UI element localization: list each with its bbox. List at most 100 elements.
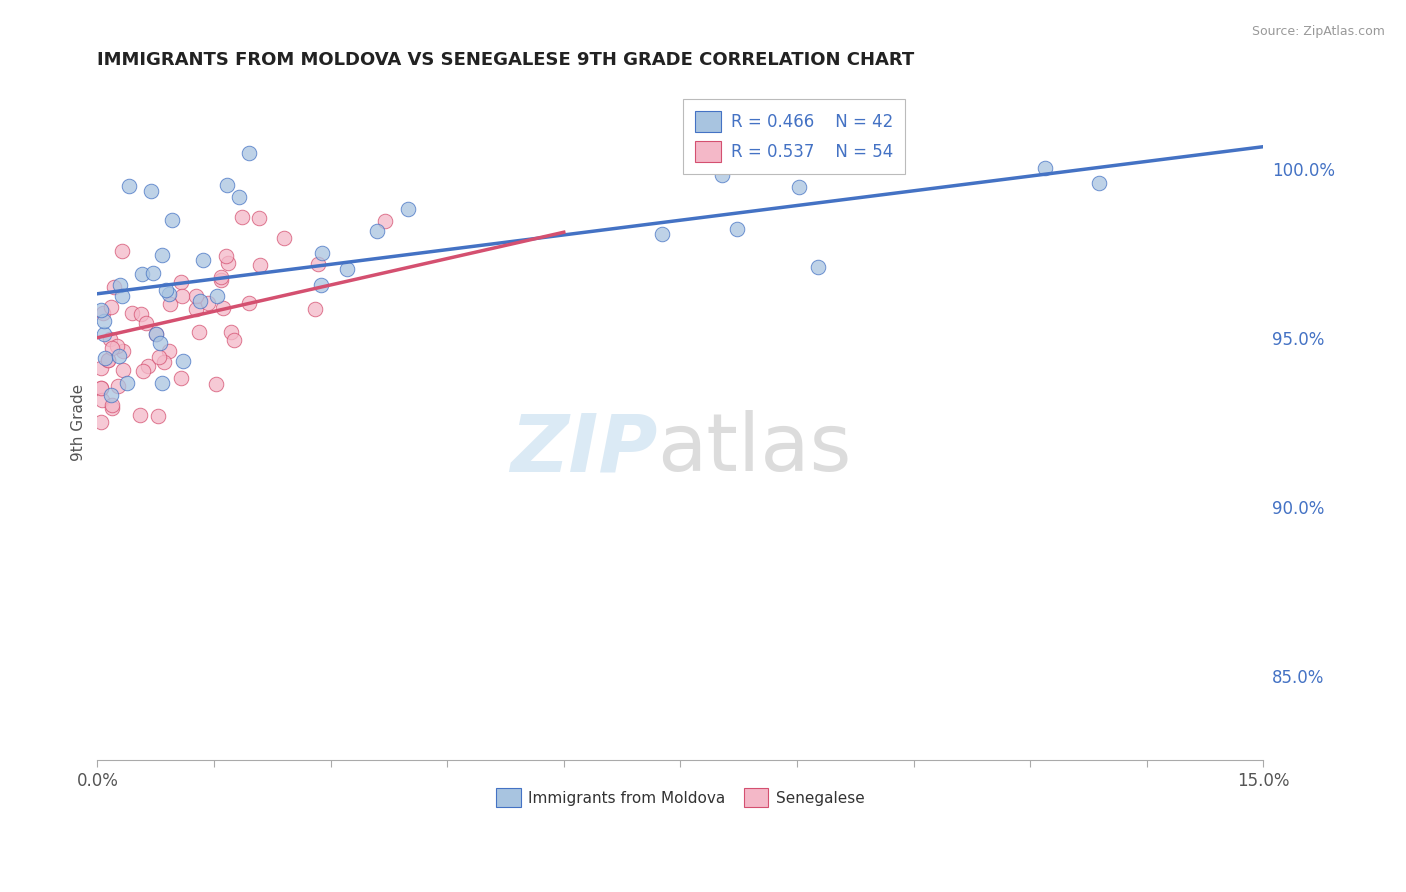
Point (205, 376, 228, 391)
Point (131, 364, 153, 378)
Point (157, 343, 180, 358)
Point (121, 306, 143, 320)
Point (170, 370, 193, 384)
Point (112, 363, 135, 377)
Point (141, 185, 163, 199)
Point (681, 134, 703, 148)
Point (1033, 161, 1056, 176)
Point (172, 353, 194, 368)
Point (94, 351, 117, 365)
Point (190, 294, 212, 309)
Text: atlas: atlas (657, 410, 852, 488)
Point (100, 398, 122, 412)
Point (217, 255, 239, 269)
Point (91, 306, 114, 320)
Point (128, 408, 150, 422)
Point (187, 325, 209, 339)
Point (159, 296, 181, 310)
Point (150, 376, 173, 391)
Point (170, 275, 193, 289)
Point (100, 388, 122, 402)
Point (90, 415, 112, 429)
Point (150, 248, 173, 262)
Point (145, 326, 167, 341)
Point (366, 224, 388, 238)
Point (111, 244, 134, 258)
Point (307, 257, 329, 271)
Point (135, 316, 157, 330)
Point (107, 379, 129, 393)
Point (111, 289, 134, 303)
Point (111, 343, 134, 358)
Point (153, 354, 176, 368)
Point (100, 401, 122, 416)
Point (228, 190, 250, 204)
Point (97, 352, 120, 367)
Point (184, 302, 207, 317)
Point (90, 360, 112, 375)
Point (145, 327, 167, 342)
Point (720, 126, 742, 140)
Point (98, 331, 121, 345)
Point (184, 289, 207, 303)
Legend: Immigrants from Moldova, Senegalese: Immigrants from Moldova, Senegalese (491, 781, 870, 814)
Point (193, 252, 215, 267)
Point (159, 287, 181, 301)
Point (105, 339, 128, 353)
Point (231, 210, 253, 224)
Point (90, 392, 112, 407)
Point (311, 245, 333, 260)
Point (136, 359, 159, 374)
Point (146, 409, 169, 424)
Point (93, 314, 115, 328)
Point (97, 353, 120, 368)
Point (374, 214, 396, 228)
Point (1087, 176, 1109, 190)
Point (249, 211, 271, 226)
Point (396, 202, 419, 216)
Point (214, 249, 236, 263)
Point (807, 260, 830, 274)
Point (142, 266, 165, 280)
Text: ZIP: ZIP (510, 410, 657, 488)
Point (93, 326, 115, 341)
Point (304, 301, 326, 316)
Point (238, 146, 260, 161)
Point (710, 168, 733, 182)
Point (100, 300, 122, 314)
Point (129, 308, 152, 322)
Point (211, 301, 233, 316)
Point (209, 269, 232, 284)
Point (209, 272, 232, 286)
Point (336, 262, 359, 277)
Text: IMMIGRANTS FROM MOLDOVA VS SENEGALESE 9TH GRADE CORRELATION CHART: IMMIGRANTS FROM MOLDOVA VS SENEGALESE 9T… (97, 51, 914, 69)
Point (115, 376, 138, 390)
Point (309, 278, 332, 293)
Point (90, 380, 112, 394)
Y-axis label: 9th Grade: 9th Grade (72, 384, 86, 461)
Point (215, 178, 238, 193)
Point (148, 350, 170, 364)
Point (90, 381, 112, 395)
Point (108, 278, 131, 293)
Point (118, 179, 141, 194)
Point (101, 341, 124, 355)
Point (273, 231, 295, 245)
Point (90, 303, 112, 318)
Point (219, 325, 242, 339)
Point (651, 227, 673, 241)
Point (160, 212, 183, 227)
Text: Source: ZipAtlas.com: Source: ZipAtlas.com (1251, 25, 1385, 38)
Point (787, 180, 810, 194)
Point (882, 111, 904, 125)
Point (172, 289, 194, 303)
Point (197, 295, 219, 310)
Point (207, 289, 229, 303)
Point (107, 349, 129, 363)
Point (725, 222, 748, 236)
Point (238, 296, 260, 310)
Point (131, 267, 153, 281)
Point (224, 334, 246, 348)
Point (149, 335, 172, 350)
Point (249, 258, 271, 272)
